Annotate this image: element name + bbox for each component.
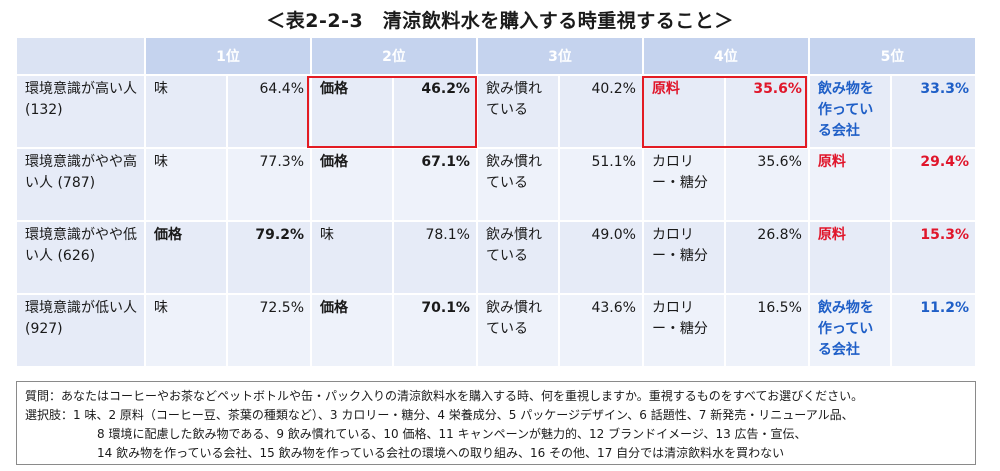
table-row: 環境意識が高い人 (132) 味 64.4% 価格 46.2% 飲み慣れている … <box>17 76 975 147</box>
header-rank-4: 4位 <box>643 38 808 74</box>
row-label: 環境意識が高い人 (132) <box>17 76 145 147</box>
pct-cell: 79.2% <box>228 222 310 293</box>
item-cell: 味 <box>312 222 393 293</box>
header-rank-1: 1位 <box>146 38 310 74</box>
highlight-box-price <box>307 76 477 148</box>
item-cell: 価格 <box>312 149 393 220</box>
note-question: 質問：あなたはコーヒーやお茶などペットボトルや缶・パック入りの清涼飲料水を購入す… <box>25 389 864 403</box>
header-row: 1位 2位 3位 4位 5位 <box>17 38 975 74</box>
pct-cell: 77.3% <box>228 149 310 220</box>
item-cell: 価格 <box>312 295 393 366</box>
pct-cell: 49.0% <box>560 222 642 293</box>
item-cell: 原料 <box>809 149 891 220</box>
item-cell: カロリー・糖分 <box>643 295 725 366</box>
item-cell: 飲み慣れている <box>477 295 559 366</box>
header-rank-3: 3位 <box>477 38 642 74</box>
header-rank-2: 2位 <box>312 38 476 74</box>
item-cell: カロリー・糖分 <box>643 149 725 220</box>
row-label: 環境意識がやや高い人 (787) <box>17 149 145 220</box>
pct-cell: 16.5% <box>726 295 808 366</box>
row-label: 環境意識がやや低い人 (626) <box>17 222 145 293</box>
pct-cell: 72.5% <box>228 295 310 366</box>
header-rank-5: 5位 <box>809 38 975 74</box>
item-cell: 原料 <box>643 76 725 147</box>
table-row: 環境意識がやや高い人 (787) 味 77.3% 価格 67.1% 飲み慣れてい… <box>17 149 975 220</box>
pct-cell: 35.6% <box>726 76 808 147</box>
pct-cell: 51.1% <box>560 149 642 220</box>
pct-cell: 70.1% <box>394 295 476 366</box>
item-cell: 飲み慣れている <box>477 149 559 220</box>
item-cell: カロリー・糖分 <box>643 222 725 293</box>
item-cell: 価格 <box>146 222 227 293</box>
pct-cell: 46.2% <box>394 76 476 147</box>
table-row: 環境意識がやや低い人 (626) 価格 79.2% 味 78.1% 飲み慣れてい… <box>17 222 975 293</box>
note-choices: 選択肢：1 味、2 原料（コーヒー豆、茶葉の種類など）、3 カロリー・糖分、4 … <box>25 408 854 422</box>
pct-cell: 40.2% <box>560 76 642 147</box>
item-cell: 価格 <box>312 76 393 147</box>
pct-cell: 78.1% <box>394 222 476 293</box>
item-cell: 飲み慣れている <box>477 76 559 147</box>
survey-note: 質問：あなたはコーヒーやお茶などペットボトルや缶・パック入りの清涼飲料水を購入す… <box>16 381 976 465</box>
table-title: ＜表2-2-3 清涼飲料水を購入する時重視すること＞ <box>266 10 734 32</box>
note-choices-cont: 14 飲み物を作っている会社、15 飲み物を作っている会社の環境への取り組み、1… <box>97 446 785 460</box>
item-cell: 原料 <box>809 222 891 293</box>
pct-cell: 43.6% <box>560 295 642 366</box>
ranking-table: 1位 2位 3位 4位 5位 環境意識が高い人 (132) 味 64.4% 価格… <box>15 36 977 368</box>
row-label: 環境意識が低い人 (927) <box>17 295 145 366</box>
note-choices-cont: 8 環境に配慮した飲み物である、9 飲み慣れている、10 価格、11 キャンペー… <box>97 427 807 441</box>
pct-cell: 35.6% <box>726 149 808 220</box>
pct-cell: 67.1% <box>394 149 476 220</box>
pct-cell: 33.3% <box>892 76 975 147</box>
item-cell: 味 <box>146 76 227 147</box>
highlight-box-ingredient <box>642 76 807 148</box>
header-corner <box>17 38 145 74</box>
pct-cell: 11.2% <box>892 295 975 366</box>
pct-cell: 29.4% <box>892 149 975 220</box>
item-cell: 味 <box>146 295 227 366</box>
pct-cell: 15.3% <box>892 222 975 293</box>
item-cell: 飲み物を作っている会社 <box>809 76 891 147</box>
item-cell: 飲み慣れている <box>477 222 559 293</box>
pct-cell: 26.8% <box>726 222 808 293</box>
item-cell: 飲み物を作っている会社 <box>809 295 891 366</box>
item-cell: 味 <box>146 149 227 220</box>
table-row: 環境意識が低い人 (927) 味 72.5% 価格 70.1% 飲み慣れている … <box>17 295 975 366</box>
pct-cell: 64.4% <box>228 76 310 147</box>
